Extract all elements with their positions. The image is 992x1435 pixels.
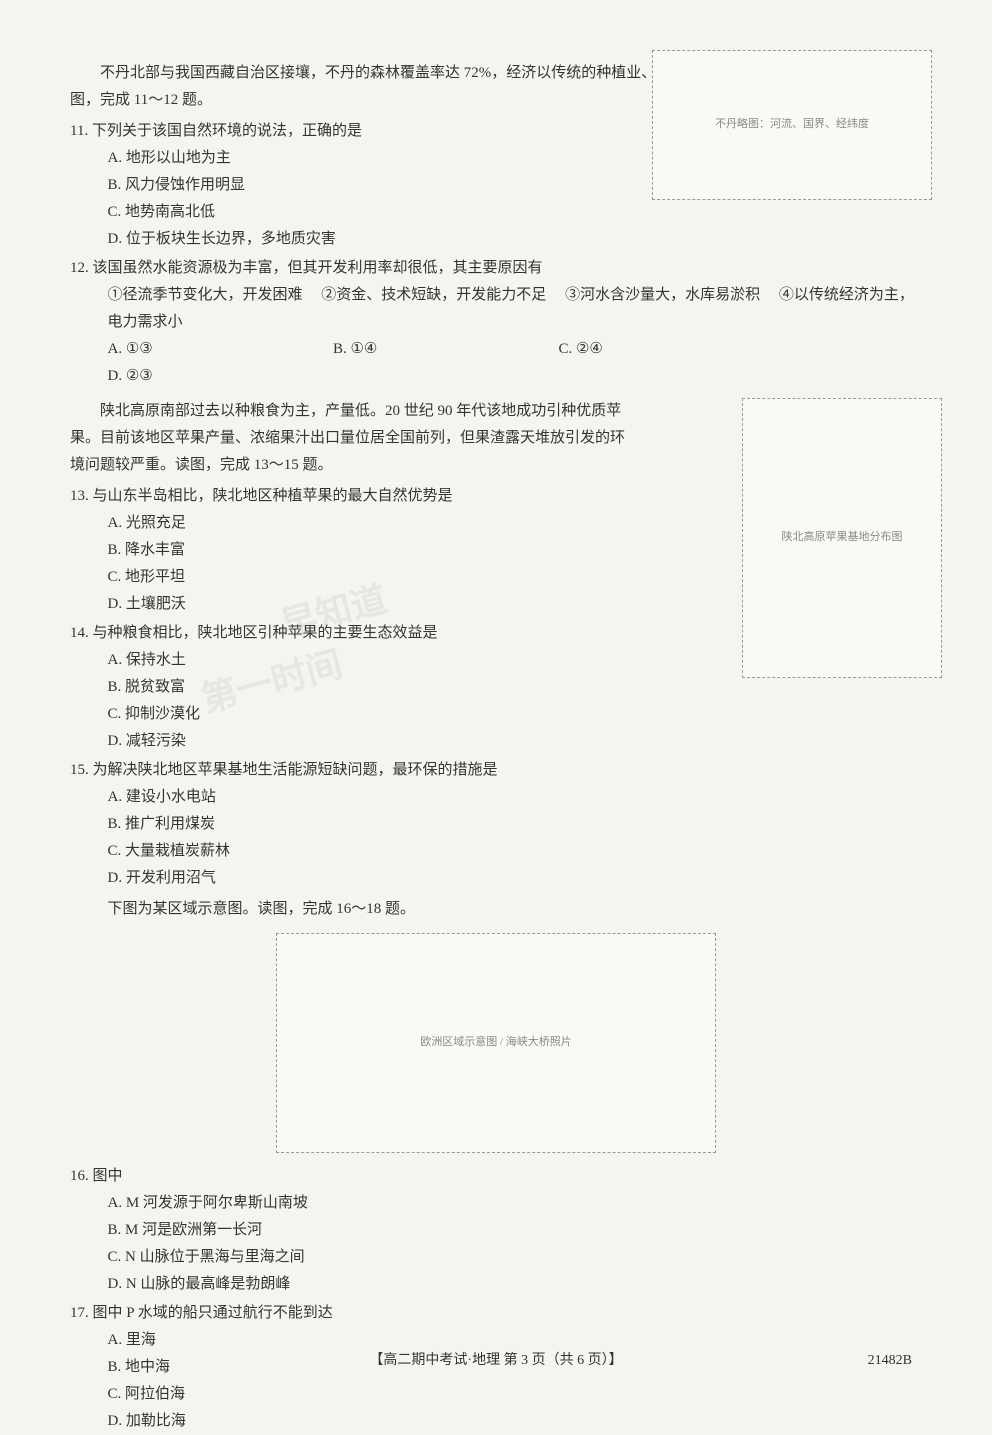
q13-opt-b[interactable]: B. 降水丰富 (108, 537, 359, 564)
q12-s2: ②资金、技术短缺，开发能力不足 (321, 287, 546, 303)
q12-s1: ①径流季节变化大，开发困难 (108, 287, 303, 303)
page-footer: 【高二期中考试·地理 第 3 页（共 6 页）】 (0, 1348, 992, 1373)
question-13: 13. 与山东半岛相比，陕北地区种植苹果的最大自然优势是 A. 光照充足 B. … (70, 483, 630, 618)
q12-s3: ③河水含沙量大，水库易淤积 (565, 287, 760, 303)
q15-stem: 为解决陕北地区苹果基地生活能源短缺问题，最环保的措施是 (93, 762, 498, 778)
q16-opt-d[interactable]: D. N 山脉的最高峰是勃朗峰 (108, 1271, 499, 1298)
q12-opt-c[interactable]: C. ②④ (558, 336, 753, 363)
q12-opt-a[interactable]: A. ①③ (108, 336, 303, 363)
q11-num: 11. (70, 123, 88, 139)
q13-opt-a[interactable]: A. 光照充足 (108, 510, 359, 537)
q16-opt-c[interactable]: C. N 山脉位于黑海与里海之间 (108, 1244, 499, 1271)
q14-stem: 与种粮食相比，陕北地区引种苹果的主要生态效益是 (93, 625, 438, 641)
q11-stem: 下列关于该国自然环境的说法，正确的是 (92, 123, 362, 139)
intro-europe: 下图为某区域示意图。读图，完成 16～18 题。 (70, 896, 922, 923)
q13-opt-d[interactable]: D. 土壤肥沃 (108, 591, 359, 618)
q16-num: 16. (70, 1168, 89, 1184)
q13-opt-c[interactable]: C. 地形平坦 (108, 564, 359, 591)
q15-opt-d[interactable]: D. 开发利用沼气 (108, 865, 359, 892)
question-16: 16. 图中 A. M 河发源于阿尔卑斯山南坡 B. M 河是欧洲第一长河 C.… (70, 1163, 922, 1298)
q11-opt-c[interactable]: C. 地势南高北低 (108, 199, 893, 226)
map-bhutan-desc: 不丹略图：河流、国界、经纬度 (715, 115, 869, 135)
q14-opt-b[interactable]: B. 脱贫致富 (108, 674, 359, 701)
intro-shaanxi: 陕北高原南部过去以种粮食为主，产量低。20 世纪 90 年代该地成功引种优质苹果… (70, 398, 630, 479)
q17-opt-d[interactable]: D. 加勒比海 (108, 1408, 499, 1435)
context-shaanxi: 陕北高原苹果基地分布图 陕北高原南部过去以种粮食为主，产量低。20 世纪 90 … (70, 398, 922, 892)
question-12: 12. 该国虽然水能资源极为丰富，但其开发利用率却很低，其主要原因有 ①径流季节… (70, 255, 922, 390)
q12-opt-d[interactable]: D. ②③ (108, 363, 303, 390)
q16-opt-a[interactable]: A. M 河发源于阿尔卑斯山南坡 (108, 1190, 499, 1217)
q16-opt-b[interactable]: B. M 河是欧洲第一长河 (108, 1217, 499, 1244)
map-europe: 欧洲区域示意图 / 海峡大桥照片 (276, 933, 716, 1153)
q17-stem: 图中 P 水域的船只通过航行不能到达 (93, 1305, 333, 1321)
question-14: 14. 与种粮食相比，陕北地区引种苹果的主要生态效益是 A. 保持水土 B. 脱… (70, 620, 630, 755)
map-shaanxi-desc: 陕北高原苹果基地分布图 (782, 528, 903, 548)
map-bhutan: 不丹略图：河流、国界、经纬度 (652, 50, 932, 200)
q15-opt-b[interactable]: B. 推广利用煤炭 (108, 811, 359, 838)
question-15: 15. 为解决陕北地区苹果基地生活能源短缺问题，最环保的措施是 A. 建设小水电… (70, 757, 630, 892)
q17-opt-c[interactable]: C. 阿拉伯海 (108, 1381, 499, 1408)
q14-opt-d[interactable]: D. 减轻污染 (108, 728, 359, 755)
q12-stem: 该国虽然水能资源极为丰富，但其开发利用率却很低，其主要原因有 (93, 260, 543, 276)
q12-num: 12. (70, 260, 89, 276)
q12-opt-b[interactable]: B. ①④ (333, 336, 528, 363)
context-bhutan: 不丹略图：河流、国界、经纬度 不丹北部与我国西藏自治区接壤，不丹的森林覆盖率达 … (70, 60, 922, 390)
q14-num: 14. (70, 625, 89, 641)
q16-stem: 图中 (93, 1168, 123, 1184)
page-footer-code: 21482B (868, 1348, 912, 1373)
q14-opt-c[interactable]: C. 抑制沙漠化 (108, 701, 359, 728)
q13-stem: 与山东半岛相比，陕北地区种植苹果的最大自然优势是 (93, 488, 453, 504)
q15-opt-c[interactable]: C. 大量栽植炭薪林 (108, 838, 359, 865)
q17-num: 17. (70, 1305, 89, 1321)
q14-opt-a[interactable]: A. 保持水土 (108, 647, 359, 674)
q15-num: 15. (70, 762, 89, 778)
q15-opt-a[interactable]: A. 建设小水电站 (108, 784, 359, 811)
q11-opt-d[interactable]: D. 位于板块生长边界，多地质灾害 (108, 226, 893, 253)
map-europe-desc: 欧洲区域示意图 / 海峡大桥照片 (420, 1033, 572, 1053)
q13-num: 13. (70, 488, 89, 504)
map-shaanxi: 陕北高原苹果基地分布图 (742, 398, 942, 678)
